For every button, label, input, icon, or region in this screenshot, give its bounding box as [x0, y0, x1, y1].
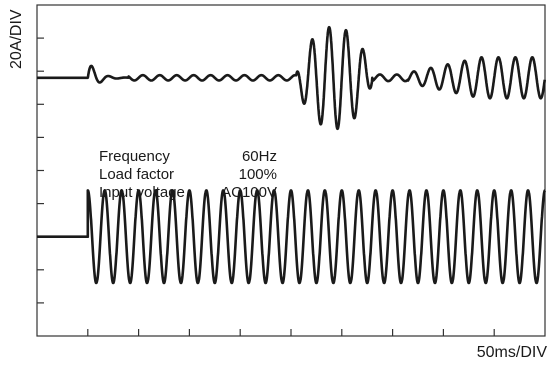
y-axis-label: 20A/DIV: [8, 9, 25, 69]
x-axis-label: 50ms/DIV: [476, 344, 547, 361]
condition-value: 60Hz: [241, 148, 277, 165]
condition-label: Frequency: [99, 148, 170, 165]
condition-label: Load factor: [99, 166, 175, 183]
condition-value: AC100V: [221, 184, 277, 201]
test-conditions: Frequency 60Hz Load factor 100% Input vo…: [99, 148, 277, 202]
condition-label: Input voltage: [99, 184, 185, 201]
condition-row: Input voltage AC100V: [99, 184, 277, 202]
condition-row: Load factor 100%: [99, 166, 277, 184]
trace-upper: [37, 25, 546, 131]
condition-value: 100%: [238, 166, 277, 183]
waveform-traces: [37, 25, 547, 285]
trace-lower: [37, 189, 547, 285]
condition-row: Frequency 60Hz: [99, 148, 277, 166]
